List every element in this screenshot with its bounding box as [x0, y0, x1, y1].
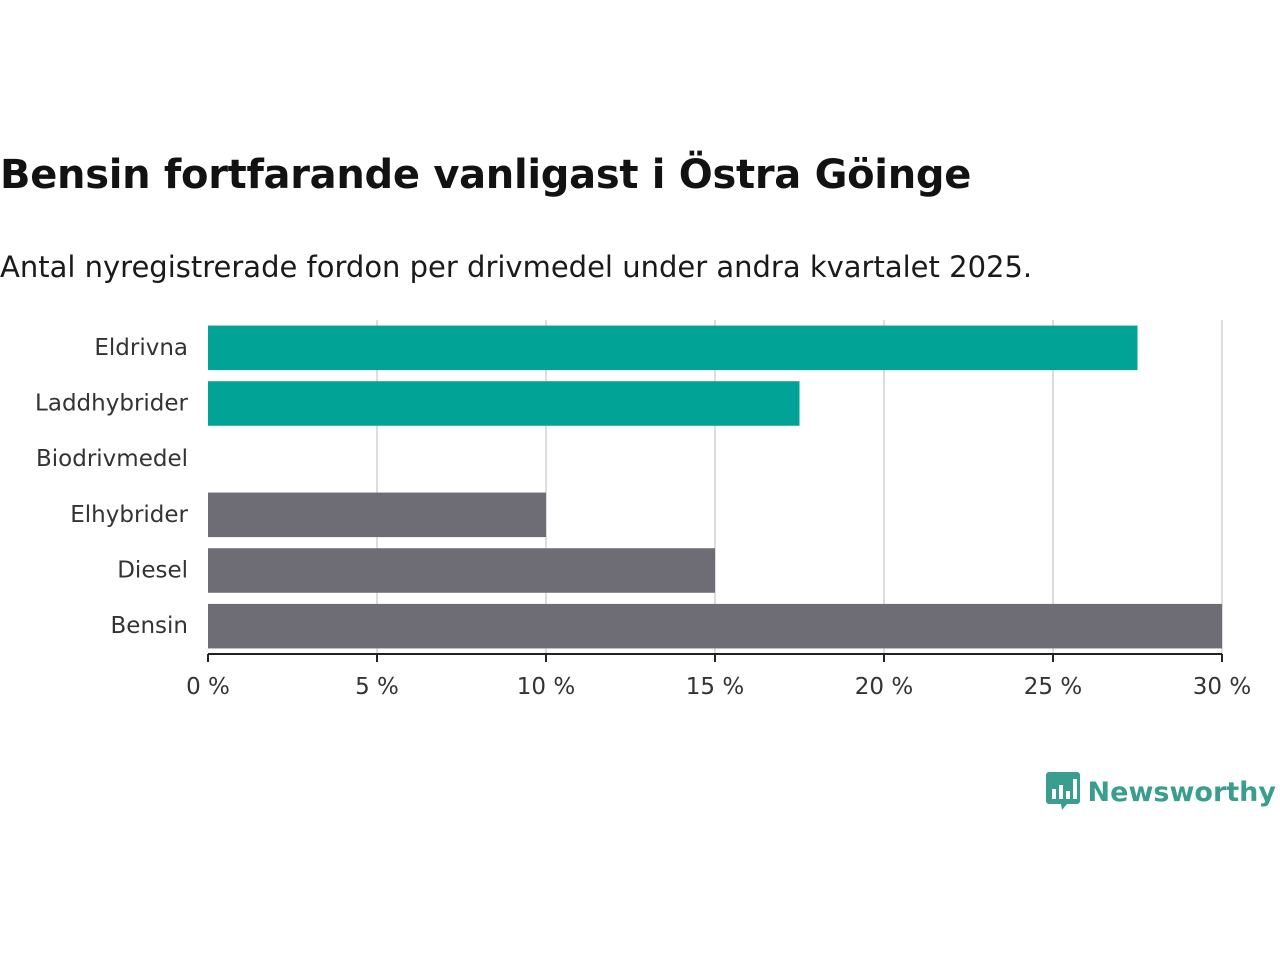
category-labels: Eldrivna Laddhybrider Biodrivmedel Elhybrid…	[35, 335, 188, 639]
x-tick-label: 25 %	[1024, 674, 1082, 700]
newsworthy-logo-icon	[1045, 772, 1080, 810]
category-label: Diesel	[117, 558, 188, 584]
chart-subtitle: Antal nyregistrerade fordon per drivmede…	[0, 250, 1033, 284]
x-axis: 0 % 5 % 10 % 15 % 20 % 25 % 30 %	[186, 653, 1251, 700]
bars	[208, 325, 1222, 649]
x-tick-label: 15 %	[686, 674, 744, 700]
brand-logo: Newsworthy	[1045, 772, 1276, 812]
category-label: Eldrivna	[94, 335, 188, 361]
brand-name: Newsworthy	[1087, 776, 1276, 808]
category-label: Bensin	[111, 613, 188, 639]
bar-diesel	[208, 548, 715, 593]
x-tick-label: 30 %	[1193, 674, 1251, 700]
category-label: Laddhybrider	[35, 391, 188, 417]
bar-bensin	[208, 603, 1222, 649]
bar-eldrivna	[208, 325, 1138, 371]
chart-title: Bensin fortfarande vanligast i Östra Göi…	[0, 152, 972, 198]
bar-elhybrider	[208, 492, 546, 538]
category-label: Biodrivmedel	[36, 446, 188, 472]
category-label: Elhybrider	[70, 502, 188, 528]
x-tick-label: 20 %	[855, 674, 913, 700]
x-tick-label: 10 %	[517, 674, 575, 700]
x-tick-label: 0 %	[186, 674, 230, 700]
bar-laddhybrider	[208, 381, 800, 426]
gridlines	[376, 320, 1223, 654]
x-tick-label: 5 %	[355, 674, 399, 700]
